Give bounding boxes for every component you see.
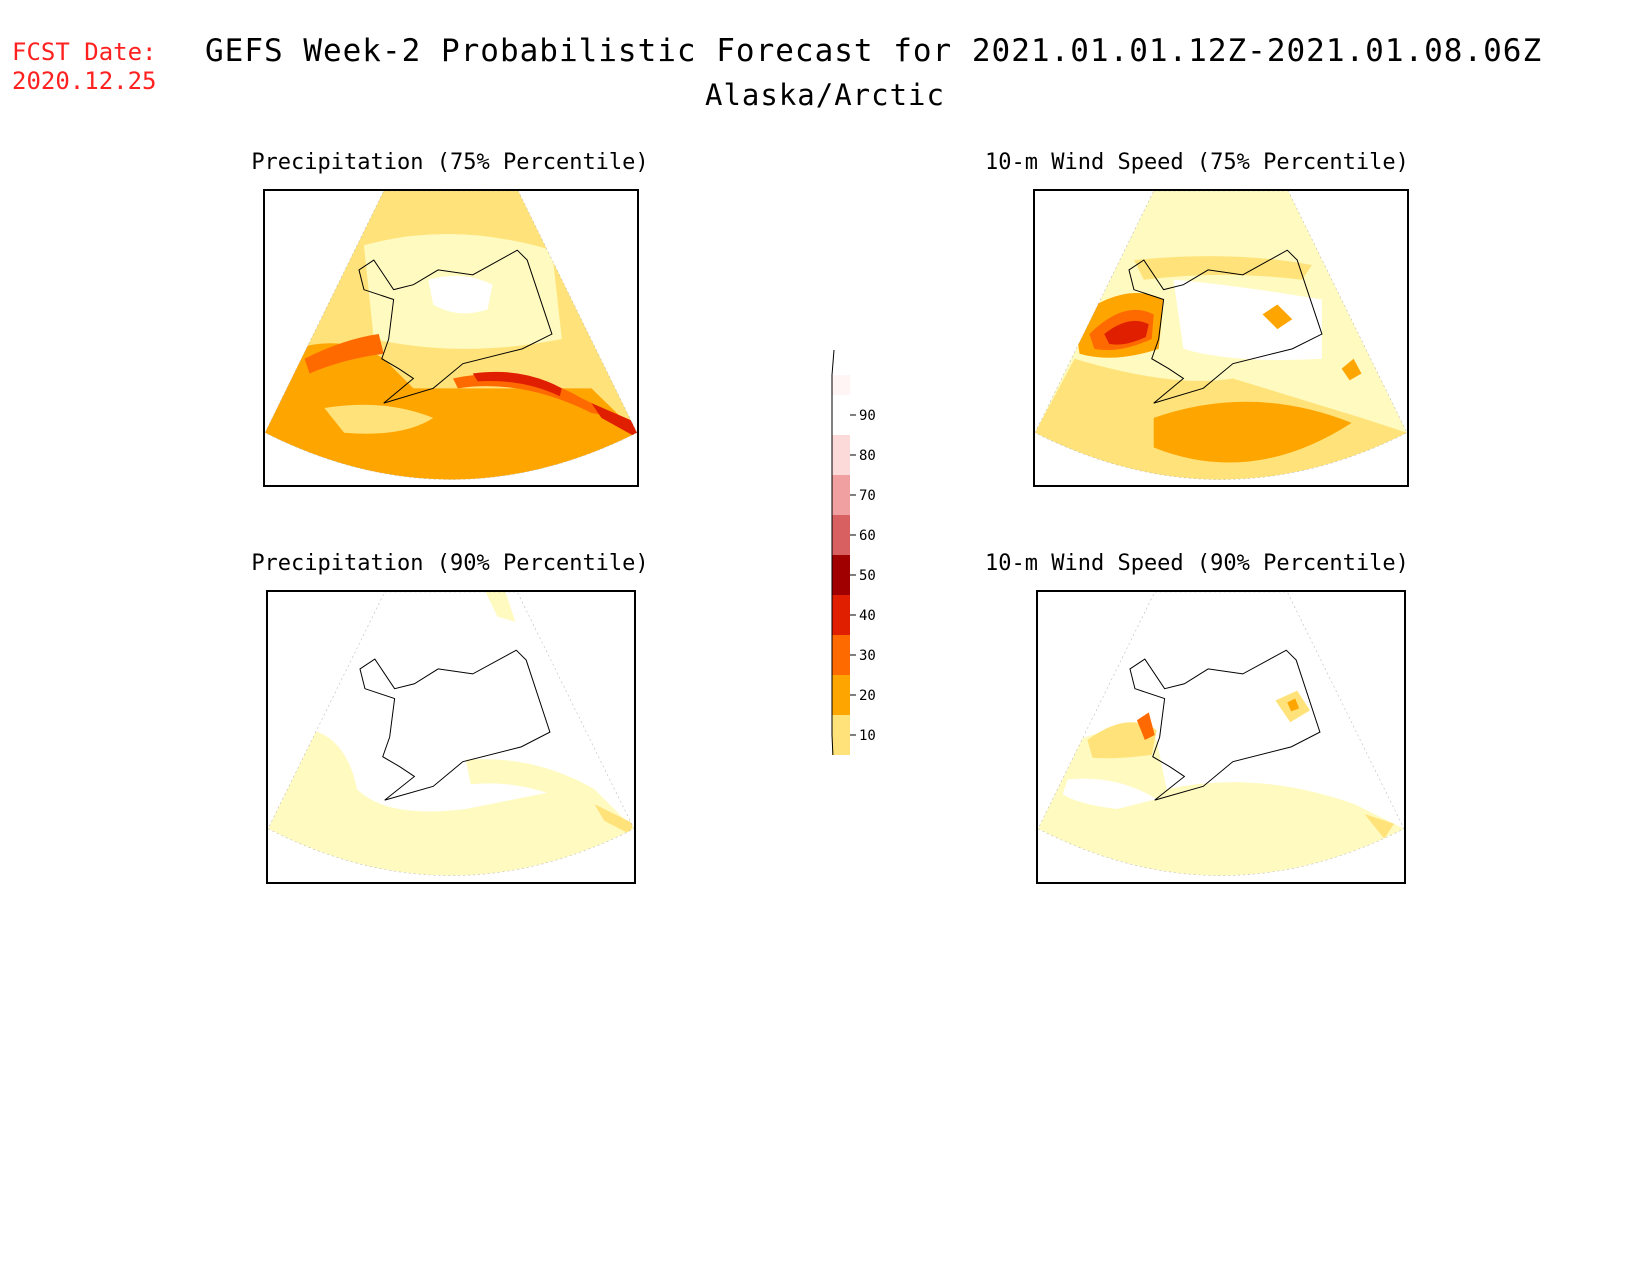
precip-75-south-band <box>265 343 637 480</box>
wind-90-interior-max <box>1287 698 1300 712</box>
colorbar-box-4 <box>832 595 850 635</box>
precip-75-coastline <box>358 249 553 404</box>
precip-90-south-band <box>268 730 634 876</box>
map-wind-75-plot <box>1035 191 1407 480</box>
precip-75-panhandle-max <box>591 403 637 438</box>
wind-75-bering-max <box>1104 320 1149 345</box>
map-precip-90-plot <box>268 592 634 876</box>
wind-75-grid-outline <box>1035 191 1407 480</box>
colorbar-legend: 10 20 30 40 50 60 70 80 90 <box>820 335 910 781</box>
precip-75-gulf-band <box>452 374 622 418</box>
wind-90-grid-outline <box>1038 592 1404 876</box>
precip-90-panhandle-spot <box>594 804 634 834</box>
wind-90-south-band <box>1038 730 1404 876</box>
wind-75-interior-calm <box>1173 279 1322 360</box>
colorbar-label-70: 70 <box>859 488 876 504</box>
wind-90-bering-band <box>1087 722 1157 759</box>
colorbar-box-7 <box>832 475 850 515</box>
colorbar-label-30: 30 <box>859 648 876 664</box>
precip-75-gulf-max <box>472 371 562 397</box>
panel-title-precip-75: Precipitation (75% Percentile) <box>251 150 649 175</box>
colorbar-label-60: 60 <box>859 528 876 544</box>
panel-title-precip-90: Precipitation (90% Percentile) <box>251 551 649 576</box>
colorbar-box-1 <box>832 715 850 755</box>
precip-75-north-band <box>373 191 523 231</box>
colorbar-box-6 <box>832 515 850 555</box>
map-precip-75-plot <box>265 191 637 480</box>
colorbar-box-3 <box>832 635 850 675</box>
panel-title-wind-75: 10-m Wind Speed (75% Percentile) <box>985 150 1409 175</box>
forecast-date-value: 2020.12.25 <box>12 67 157 95</box>
precip-90-coastline <box>359 649 551 801</box>
map-wind-75 <box>1033 189 1409 487</box>
map-precip-90 <box>266 590 636 884</box>
wind-90-panhandle-spot <box>1364 813 1395 839</box>
colorbar-label-80: 80 <box>859 448 876 464</box>
precip-90-grid-outline <box>268 592 634 876</box>
colorbar-box-5 <box>832 555 850 595</box>
colorbar-label-20: 20 <box>859 688 876 704</box>
precip-75-aleutian-lobe <box>324 404 434 434</box>
wind-90-bering-max <box>1136 712 1155 740</box>
wind-75-north-ridge <box>1133 256 1313 280</box>
colorbar-box-8 <box>832 435 850 475</box>
wind-75-coastline <box>1128 249 1323 404</box>
colorbar-label-50: 50 <box>859 568 876 584</box>
map-precip-75 <box>263 189 639 487</box>
precip-75-grid-outline <box>265 191 637 480</box>
precip-75-dry-patch <box>428 275 493 314</box>
colorbar-box-2 <box>832 675 850 715</box>
map-wind-90-plot <box>1038 592 1404 876</box>
precip-90-gulf-band <box>465 759 625 819</box>
wind-75-east-spot <box>1341 358 1362 381</box>
forecast-date-label: FCST Date: <box>12 38 157 66</box>
wind-90-coastline <box>1129 649 1321 801</box>
panel-title-wind-90: 10-m Wind Speed (90% Percentile) <box>985 551 1409 576</box>
map-wind-90 <box>1036 590 1406 884</box>
colorbar-label-40: 40 <box>859 608 876 624</box>
wind-90-calm-patch <box>1062 778 1157 810</box>
colorbar-label-10: 10 <box>859 728 876 744</box>
region-subtitle: Alaska/Arctic <box>705 78 945 112</box>
wind-75-interior-spot <box>1262 304 1293 330</box>
colorbar-box-9 <box>832 375 850 395</box>
wind-75-gulf-band <box>1153 401 1352 463</box>
precip-90-north-spot <box>485 592 516 622</box>
colorbar-label-90: 90 <box>859 408 876 424</box>
precip-75-west-max <box>304 334 384 374</box>
colorbar-svg: 10 20 30 40 50 60 70 80 90 <box>831 349 876 781</box>
forecast-date: FCST Date: 2020.12.25 <box>12 38 157 96</box>
page-title: GEFS Week-2 Probabilistic Forecast for 2… <box>205 33 1543 69</box>
